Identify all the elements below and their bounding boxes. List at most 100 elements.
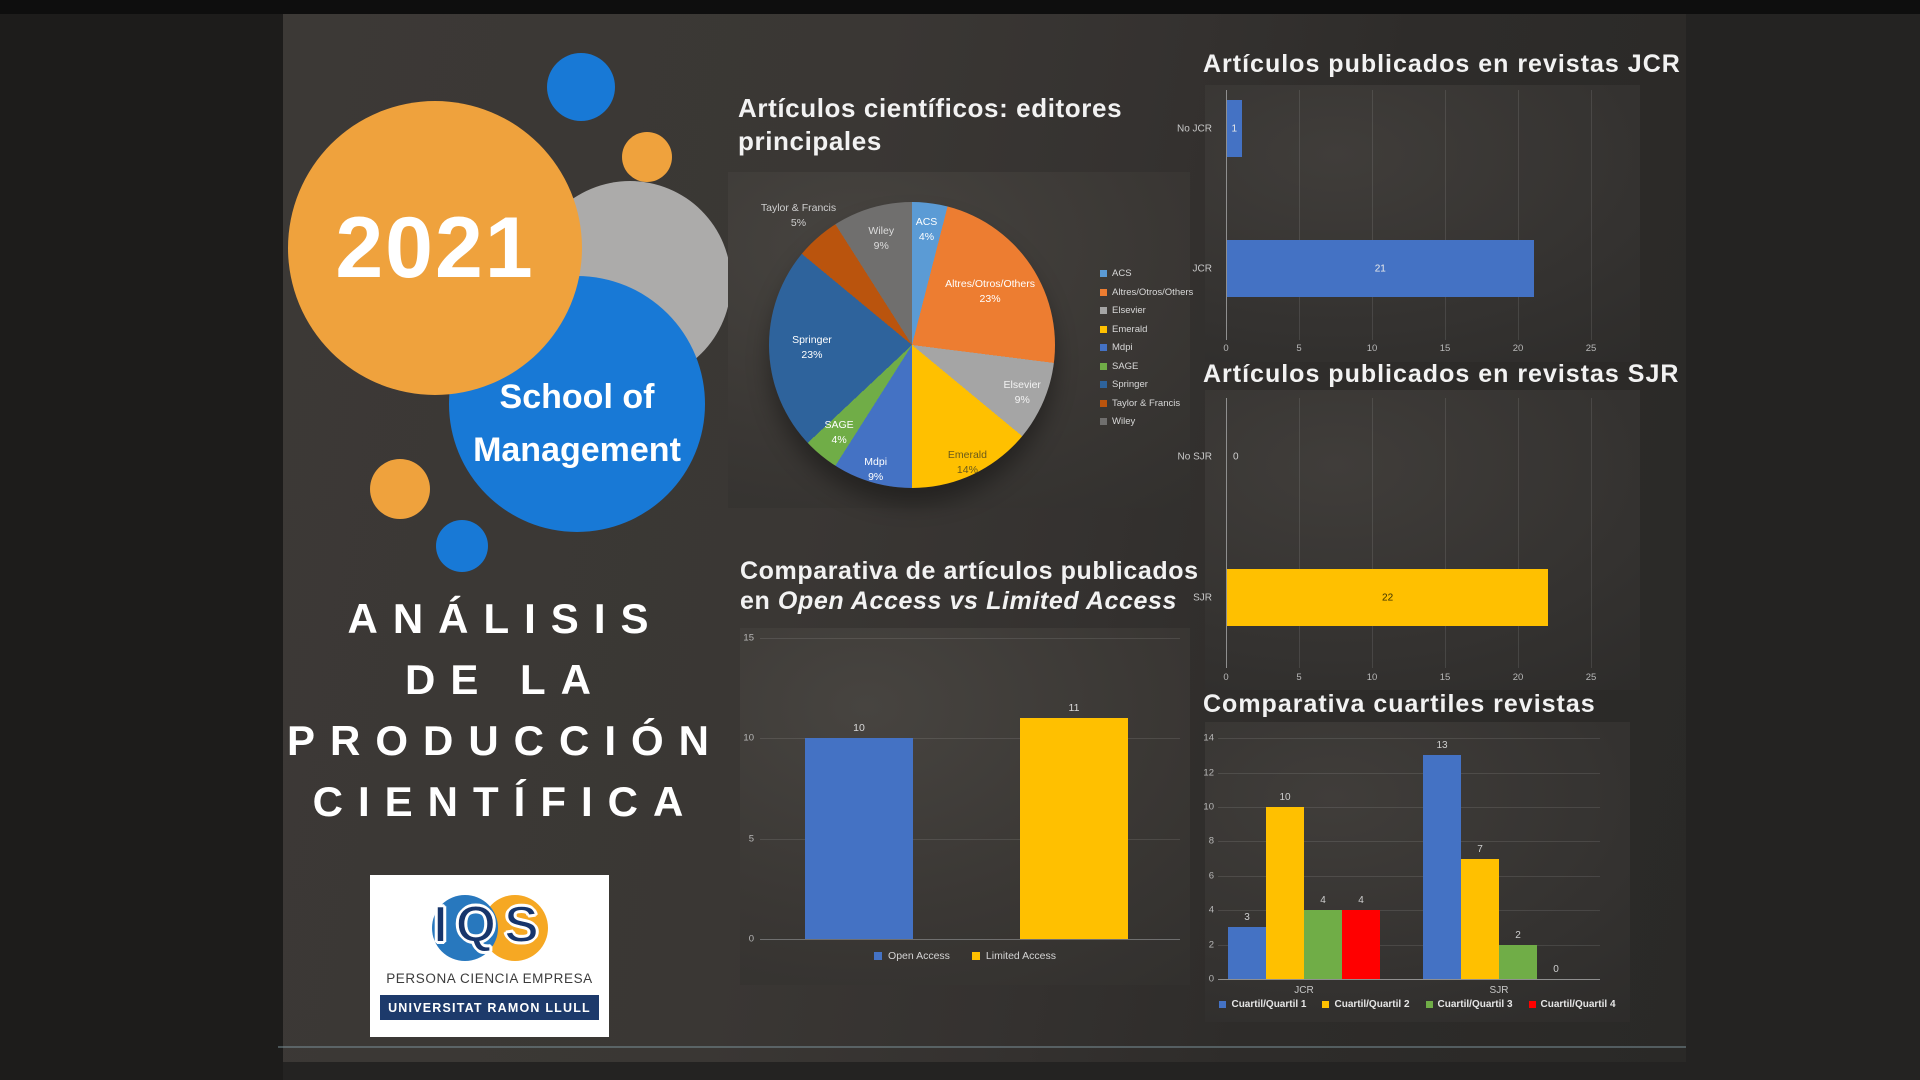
- pie-slice-label-name: ACS: [915, 215, 938, 228]
- bar: [1304, 910, 1342, 979]
- open-access-title-prefix: en: [740, 587, 778, 615]
- management-label: Management: [473, 431, 681, 469]
- x-tick-label: 20: [1512, 672, 1524, 683]
- quartiles-chart-panel: 0 2 4 6 8 10 12 14 3 10 4 4 JCR 13 7 2 0 SJR Cuartil/Quart…: [1203, 722, 1630, 1022]
- legend-label: Cuartil/Quartil 2: [1334, 999, 1410, 1010]
- headline-line-3: PRODUCCIÓN: [286, 717, 724, 764]
- gridline: [1591, 90, 1592, 340]
- bar: [1227, 569, 1549, 626]
- legend-item: Cuartil/Quartil 2: [1322, 999, 1410, 1010]
- legend-label: SAGE: [1112, 360, 1139, 372]
- value-label: 22: [1382, 592, 1394, 603]
- bar: [805, 738, 913, 939]
- legend-swatch: [1100, 325, 1107, 333]
- legend-label: Open Access: [888, 950, 950, 962]
- pie-slice-label-name: Mdpi: [864, 455, 888, 468]
- x-tick-label: 25: [1585, 343, 1597, 354]
- value-label: 11: [1068, 701, 1080, 714]
- x-tick-label: 25: [1585, 672, 1597, 683]
- iqs-tagline: PERSONA CIENCIA EMPRESA: [386, 971, 593, 986]
- legend-label: Taylor & Francis: [1112, 397, 1181, 409]
- y-tick-label: 0: [748, 933, 754, 945]
- legend-label: Mdpi: [1112, 342, 1133, 353]
- x-tick-label: 10: [1366, 343, 1378, 354]
- value-label: 21: [1374, 263, 1386, 274]
- x-tick-label: 20: [1512, 343, 1524, 354]
- gridline: [1445, 90, 1446, 340]
- pie-chart-title-line2: principales: [738, 126, 882, 156]
- pie-slice-label-pct: 5%: [790, 217, 807, 230]
- pie-slice-label-name: Springer: [792, 333, 832, 346]
- pie-slice-label: Altres/Otros/Others 23%: [945, 277, 1035, 307]
- legend-item: Altres/Otros/Others: [1100, 287, 1193, 298]
- legend-swatch: [874, 952, 883, 960]
- y-tick-label: 5: [748, 833, 754, 844]
- headline-line-4: CIENTÍFICA: [312, 778, 699, 825]
- pie-slice-label: Taylor & Francis 5%: [761, 201, 836, 231]
- legend-swatch: [1322, 1001, 1330, 1008]
- legend-label: Cuartil/Quartil 1: [1231, 999, 1307, 1010]
- gridline: [1518, 90, 1519, 340]
- gridline: [1218, 738, 1600, 740]
- gridline: [1372, 398, 1373, 668]
- legend-label: Emerald: [1112, 323, 1148, 335]
- decorative-circle-blue-small-bottom: [436, 520, 488, 572]
- legend-label: Wiley: [1112, 416, 1136, 427]
- pie-slice-label-pct: 14%: [956, 463, 978, 476]
- bar: [1461, 858, 1499, 979]
- gridline: [1218, 910, 1600, 912]
- legend-label: Limited Access: [985, 950, 1056, 962]
- pie-slice-label-pct: 4%: [918, 231, 935, 244]
- pie-slice-label-pct: 9%: [1014, 393, 1030, 406]
- year-label: 2021: [335, 199, 535, 296]
- legend-item: Cuartil/Quartil 4: [1528, 999, 1616, 1010]
- category-label: JCR: [1192, 263, 1212, 274]
- value-label: 1: [1231, 123, 1238, 134]
- pie-slice-label: Wiley 9%: [868, 224, 894, 254]
- pie-slice-label-pct: 9%: [873, 240, 889, 253]
- y-tick-label: 15: [743, 632, 754, 643]
- gridline: [760, 637, 1180, 639]
- open-access-title-line2: en Open Access vs Limited Access: [740, 586, 1199, 616]
- x-tick-label: 10: [1366, 672, 1378, 683]
- legend-swatch: [971, 952, 980, 960]
- x-tick-label: 15: [1439, 343, 1451, 354]
- pie-chart-panel: ACS 4% Altres/Otros/Others 23% Elsevier 9% Eme…: [728, 172, 1193, 508]
- legend-label: Altres/Otros/Others: [1112, 286, 1194, 298]
- open-access-title-line1: Comparativa de artículos publicados: [740, 557, 1199, 585]
- legend-item: Elsevier: [1100, 305, 1193, 316]
- jcr-chart-title: Artículos publicados en revistas JCR: [1203, 50, 1681, 78]
- category-label: SJR: [1489, 985, 1509, 996]
- y-tick-label: 4: [1208, 904, 1214, 916]
- left-dark-strip: [0, 0, 283, 1080]
- pie-slice-label-name: Emerald: [947, 448, 987, 461]
- legend-swatch: [1100, 288, 1107, 296]
- gridline: [1299, 90, 1300, 340]
- legend-item: Cuartil/Quartil 3: [1425, 999, 1513, 1010]
- iqs-university-label: UNIVERSITAT RAMON LLULL: [388, 1000, 591, 1015]
- legend-label: Cuartil/Quartil 3: [1437, 999, 1513, 1010]
- legend-swatch: [1100, 381, 1107, 388]
- axis-line: [1226, 398, 1227, 668]
- bar: [1266, 807, 1304, 979]
- editors-pie: [769, 202, 1055, 488]
- pie-legend: ACS Altres/Otros/Others Elsevier Emerald Mdp…: [1100, 268, 1193, 427]
- value-label: 4: [1320, 895, 1326, 907]
- iqs-logo-card: IQS PERSONA CIENCIA EMPRESA UNIVERSITAT …: [370, 875, 609, 1037]
- gridline: [1591, 398, 1592, 668]
- y-tick-label: 8: [1208, 835, 1214, 847]
- pie-slice-label: ACS 4%: [916, 215, 938, 245]
- headline-line-1: ANÁLISIS: [347, 595, 664, 642]
- chart-legend: Cuartil/Quartil 1 Cuartil/Quartil 2 Cuarti…: [1205, 999, 1630, 1010]
- iqs-acronym: IQS: [432, 895, 547, 955]
- pie-slice-label-name: SAGE: [824, 418, 854, 431]
- legend-swatch: [1100, 344, 1107, 351]
- legend-item: Taylor & Francis: [1100, 398, 1193, 409]
- pie-slice-label-pct: 9%: [868, 470, 884, 483]
- gridline: [1218, 772, 1600, 774]
- legend-item: Limited Access: [971, 950, 1056, 962]
- pie-slice-label: Mdpi 9%: [864, 455, 887, 485]
- iqs-university-bar: UNIVERSITAT RAMON LLULL: [380, 995, 599, 1020]
- pie-slice-label-name: Elsevier: [1003, 378, 1041, 391]
